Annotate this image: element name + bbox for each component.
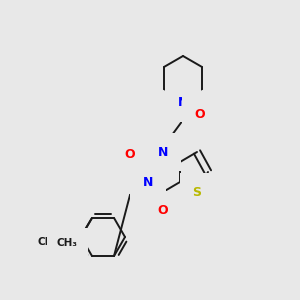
Text: O: O: [195, 109, 205, 122]
Text: S: S: [193, 185, 202, 199]
Text: O: O: [125, 148, 135, 161]
Text: N: N: [143, 176, 153, 188]
Text: N: N: [178, 97, 188, 110]
Text: O: O: [158, 203, 168, 217]
Text: N: N: [158, 146, 168, 158]
Text: CH₃: CH₃: [37, 237, 58, 247]
Text: CH₃: CH₃: [57, 238, 78, 248]
